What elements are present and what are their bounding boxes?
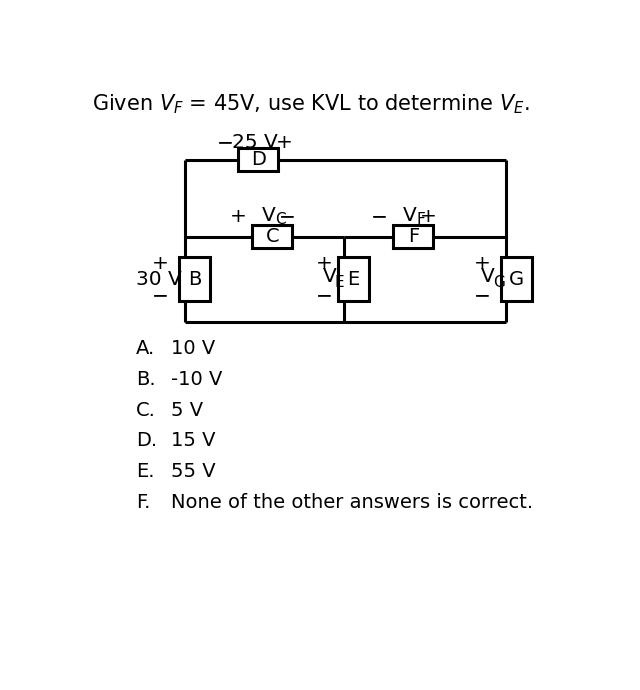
Bar xyxy=(238,148,278,171)
Bar xyxy=(338,257,369,302)
Text: 5 V: 5 V xyxy=(172,401,204,420)
Text: −: − xyxy=(316,286,333,306)
Text: +: + xyxy=(420,207,437,226)
Text: +: + xyxy=(276,133,293,152)
Text: F: F xyxy=(417,213,425,228)
Text: Given $V_F$ = 45V, use KVL to determine $V_E$.: Given $V_F$ = 45V, use KVL to determine … xyxy=(92,92,529,116)
Text: 15 V: 15 V xyxy=(172,431,216,451)
Text: V: V xyxy=(481,266,495,286)
Text: D.: D. xyxy=(136,431,157,451)
Text: -10 V: -10 V xyxy=(172,370,223,388)
Text: E.: E. xyxy=(136,462,154,481)
Bar xyxy=(501,257,532,302)
Text: C: C xyxy=(266,227,279,246)
Text: None of the other answers is correct.: None of the other answers is correct. xyxy=(172,493,534,512)
Text: 10 V: 10 V xyxy=(172,339,216,358)
Text: V: V xyxy=(323,266,337,286)
Text: B.: B. xyxy=(136,370,156,388)
Text: +: + xyxy=(316,254,333,273)
Text: D: D xyxy=(251,150,266,169)
Text: −: − xyxy=(371,207,388,226)
Text: 55 V: 55 V xyxy=(172,462,216,481)
Bar xyxy=(179,257,210,302)
Text: −: − xyxy=(474,286,491,306)
Text: +: + xyxy=(230,207,246,226)
Text: V: V xyxy=(403,206,416,225)
Text: A.: A. xyxy=(136,339,155,358)
Text: 30 V: 30 V xyxy=(136,270,182,288)
Text: F.: F. xyxy=(136,493,150,512)
Text: −: − xyxy=(217,133,234,152)
Text: −: − xyxy=(279,207,296,226)
Bar xyxy=(393,225,433,248)
Text: B: B xyxy=(188,270,202,288)
Text: E: E xyxy=(335,275,344,290)
Text: C: C xyxy=(275,213,286,228)
Text: C.: C. xyxy=(136,401,156,420)
Text: F: F xyxy=(408,227,419,246)
Bar xyxy=(252,225,292,248)
Text: G: G xyxy=(493,275,505,290)
Text: G: G xyxy=(509,270,524,288)
Text: V: V xyxy=(261,206,275,225)
Text: 25 V: 25 V xyxy=(232,133,278,152)
Text: −: − xyxy=(152,286,169,306)
Text: +: + xyxy=(474,254,491,273)
Text: +: + xyxy=(152,254,169,273)
Text: E: E xyxy=(348,270,360,288)
